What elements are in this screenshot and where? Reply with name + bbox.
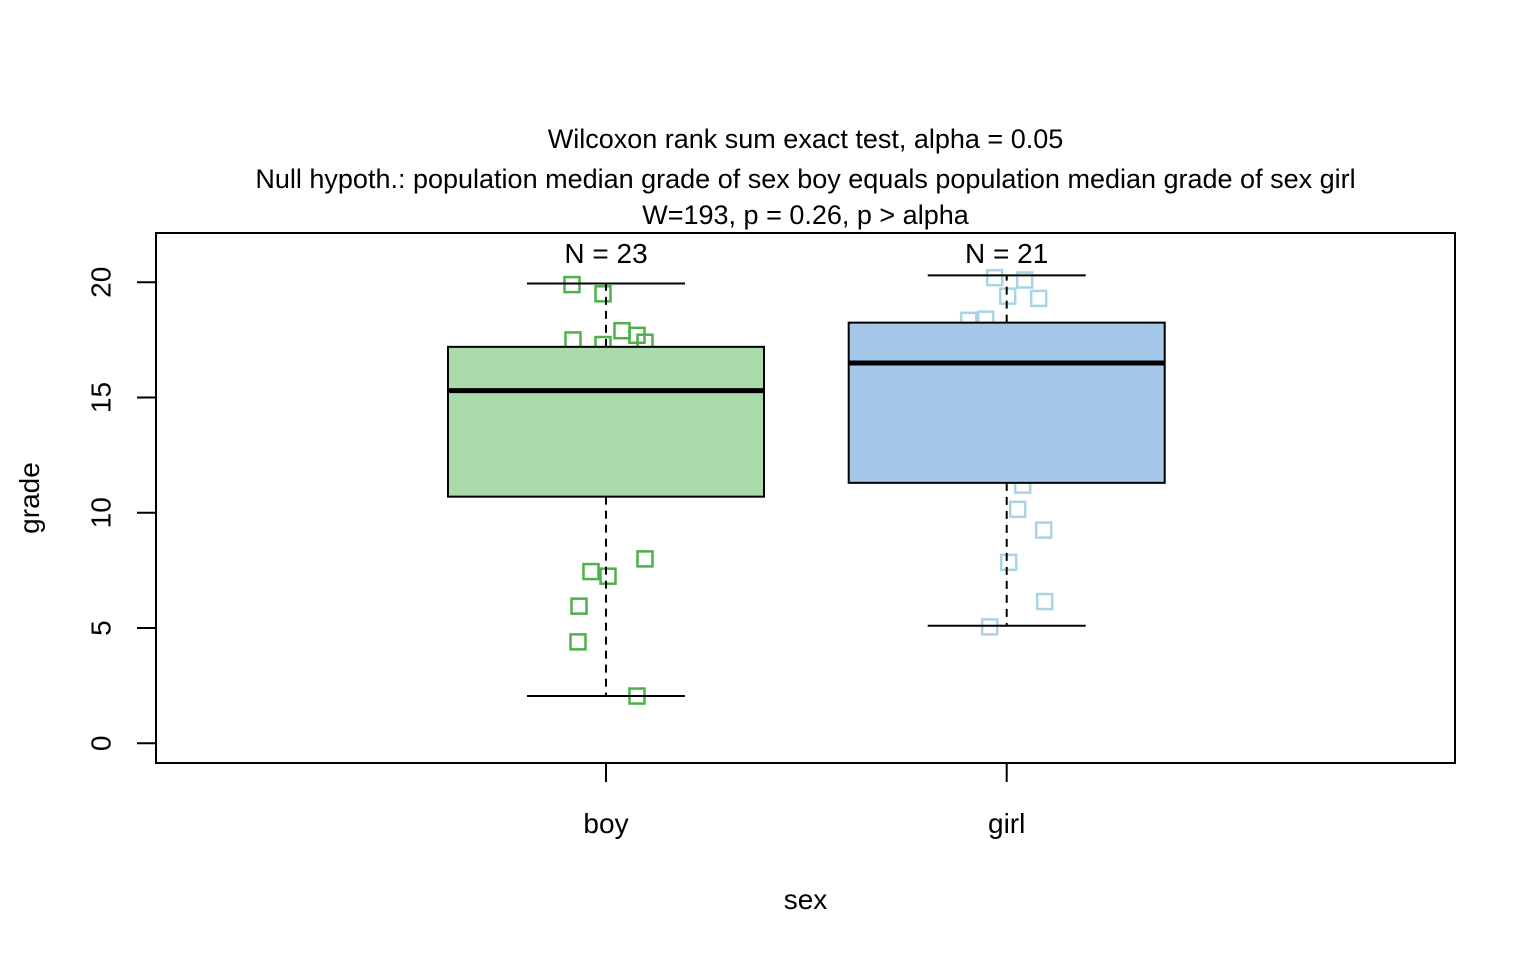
chart-title-line-2: Null hypoth.: population median grade of… [255,164,1356,194]
boy-data-point [570,597,588,615]
chart-title-line-1: Wilcoxon rank sum exact test, alpha = 0.… [547,124,1064,154]
y-tick-label: 20 [85,267,116,298]
chart-title-line-3: W=193, p = 0.26, p > alpha [642,200,969,230]
boy-box [447,345,765,498]
boy-data-point [599,567,617,585]
boy-data-point [569,633,587,651]
boy-data-point [563,275,581,294]
y-axis-title: grade [14,462,45,534]
girl-data-point [1034,521,1053,539]
boy-data-point [582,562,600,581]
boy-n-label: N = 23 [564,238,647,269]
x-tick-label-girl: girl [988,808,1025,839]
x-axis-title: sex [783,884,828,915]
girl-data-point [985,268,1004,287]
boy-data-point [594,285,612,303]
girl-data-point [1008,500,1027,519]
girl-data-point [1035,592,1054,611]
plot-border [155,232,1456,764]
girl-box [847,321,1166,484]
boy-data-point [564,331,582,349]
y-tick-label: 5 [85,620,116,636]
boy-data-point [636,550,654,568]
girl-data-point [980,618,999,636]
boy-data-point [613,321,631,340]
girl-data-point [1029,289,1048,308]
y-tick-label: 15 [85,382,116,413]
girl-n-label: N = 21 [965,238,1048,269]
y-tick-label: 0 [85,736,116,752]
girl-data-point [1015,271,1034,289]
x-tick-label-boy: boy [583,808,628,839]
y-tick-label: 10 [85,497,116,528]
girl-data-point [999,553,1018,572]
